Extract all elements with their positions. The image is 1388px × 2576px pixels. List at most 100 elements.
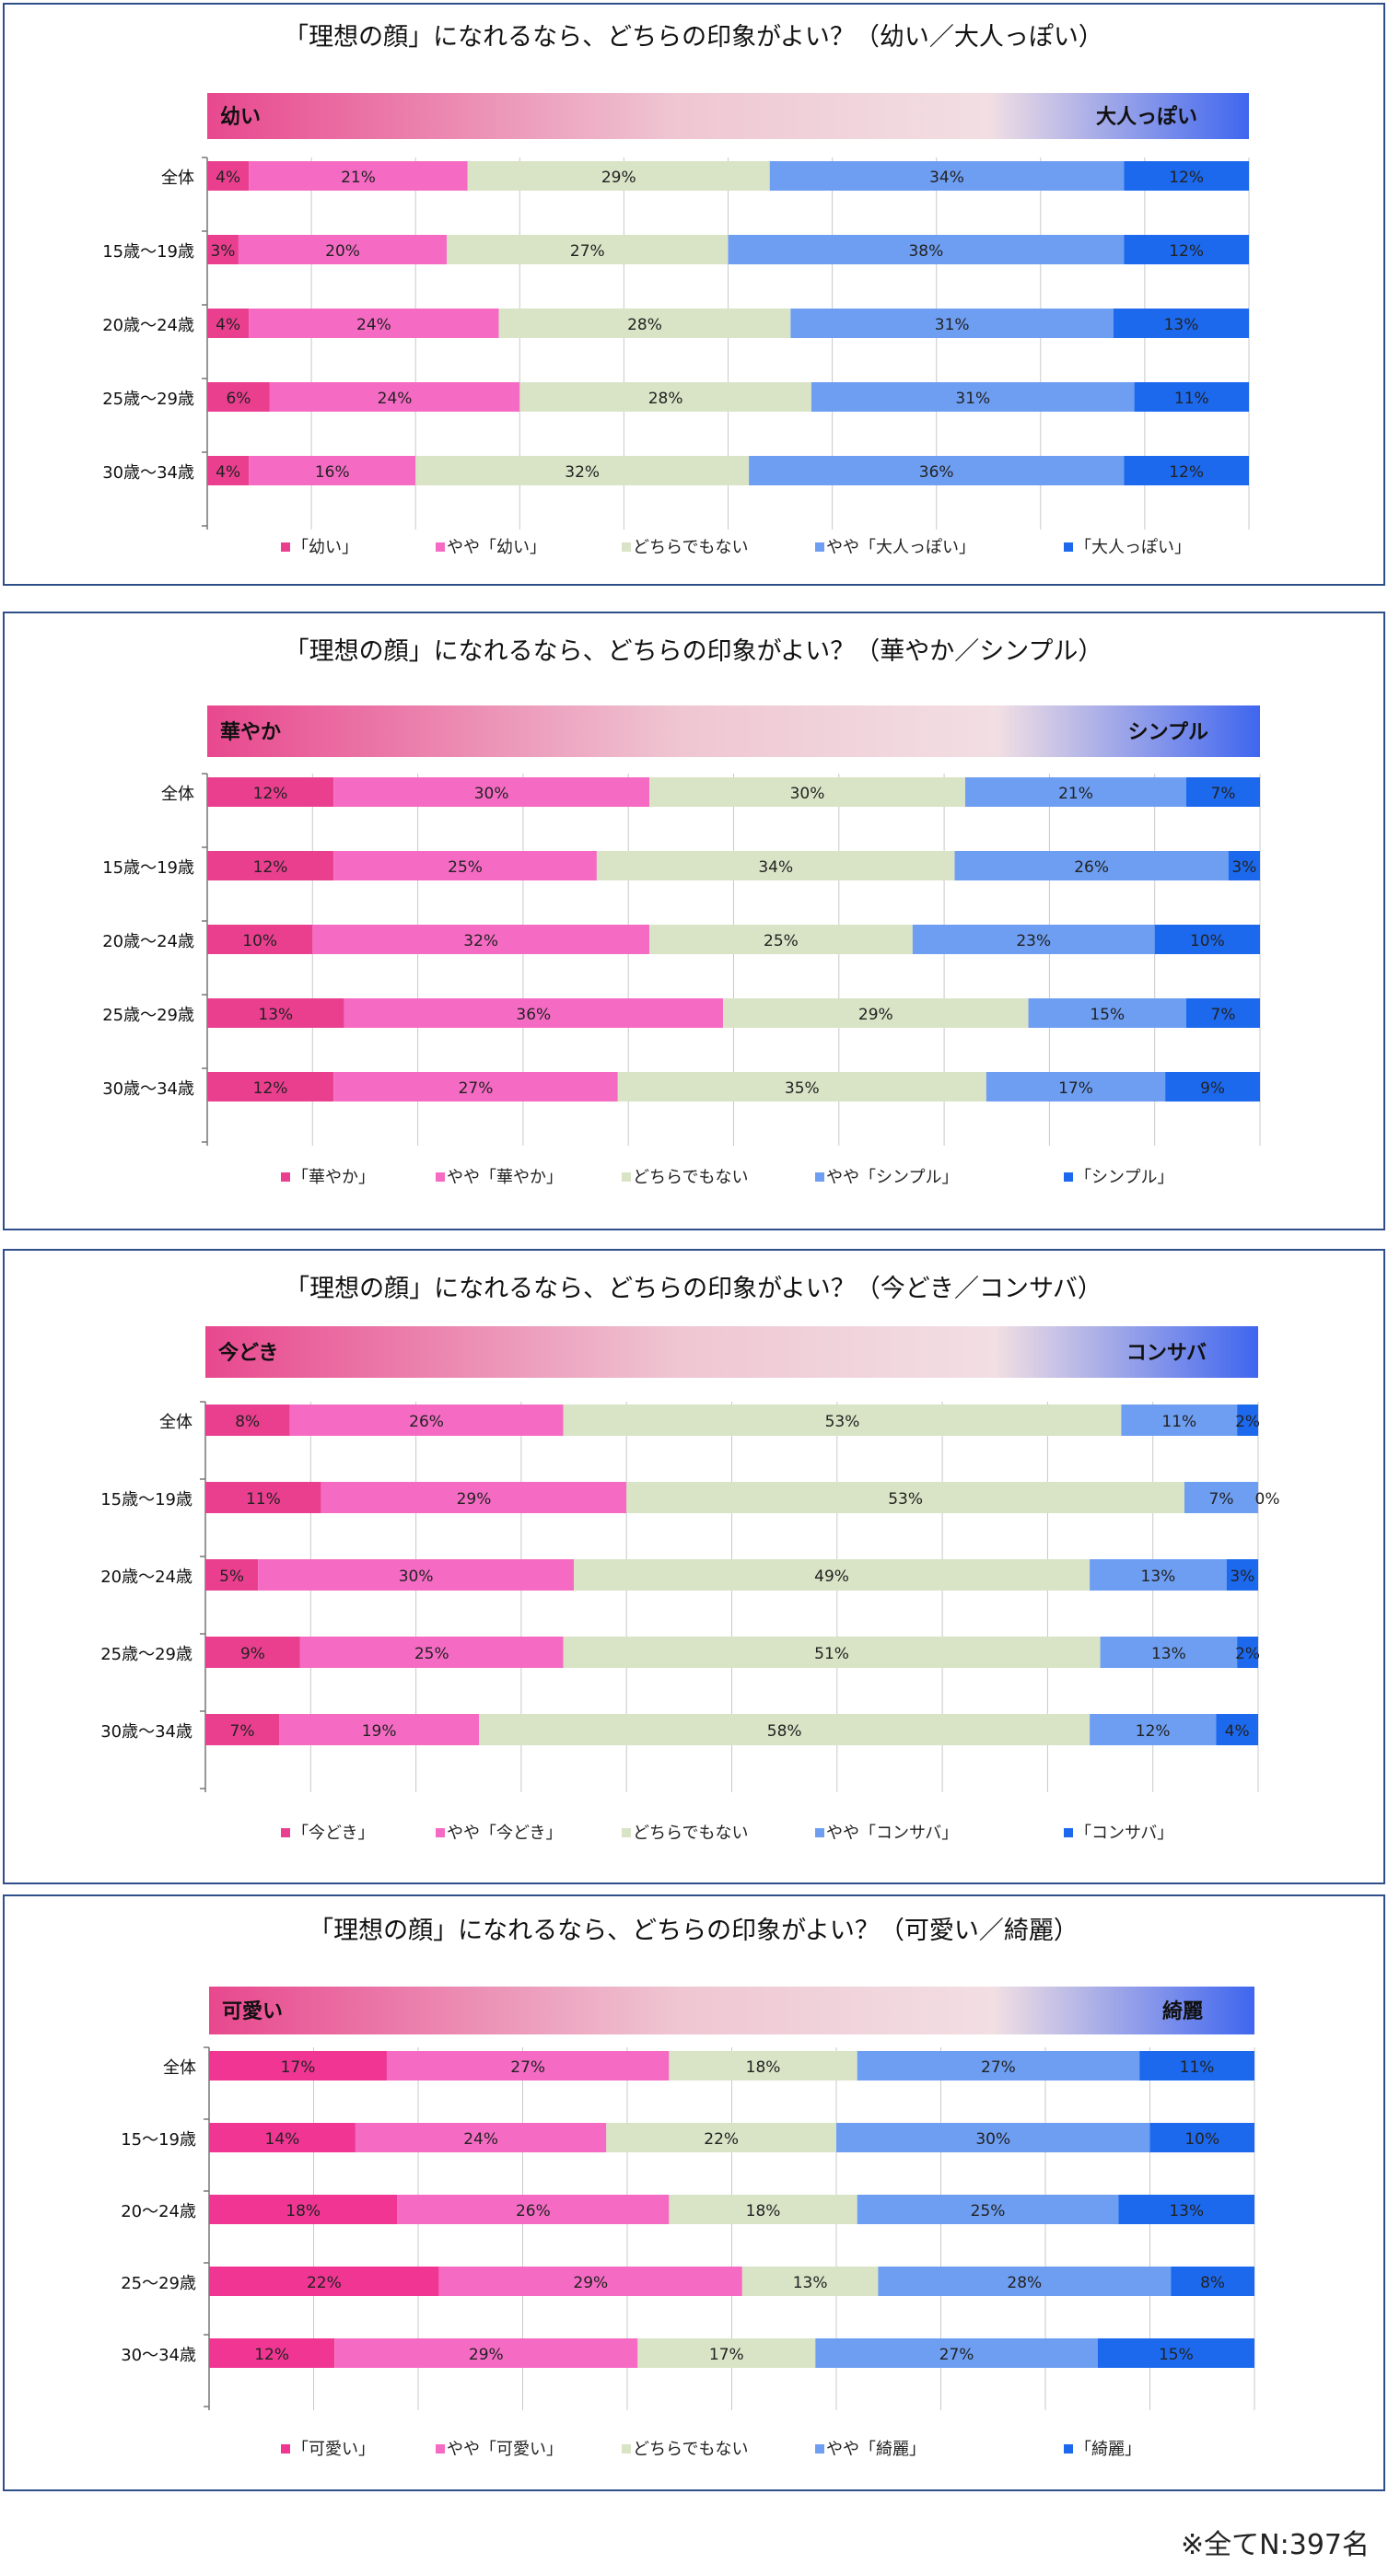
bar-segment bbox=[415, 456, 750, 485]
category-label: 20歳～24歳 bbox=[100, 1568, 192, 1587]
data-label: 12% bbox=[1169, 463, 1204, 482]
data-label: 34% bbox=[929, 169, 964, 187]
legend-label: 「幼い」 bbox=[292, 538, 358, 557]
bar-segment bbox=[964, 777, 1186, 807]
data-label: 25% bbox=[764, 932, 799, 950]
bar-segment bbox=[606, 2123, 836, 2152]
bar-segment bbox=[769, 161, 1125, 191]
data-label: 49% bbox=[814, 1568, 849, 1586]
data-label: 3% bbox=[210, 242, 235, 261]
category-label: 30歳～34歳 bbox=[102, 1079, 194, 1099]
data-label: 2% bbox=[1235, 1645, 1260, 1663]
data-label: 38% bbox=[908, 242, 943, 261]
legend-label: やや「大人っぽい」 bbox=[826, 538, 975, 557]
bar-segment bbox=[397, 2195, 670, 2224]
band-left-label: 可愛い bbox=[222, 1999, 283, 2023]
bar-segment bbox=[258, 1559, 575, 1591]
data-label: 7% bbox=[230, 1722, 255, 1741]
bar-segment bbox=[1100, 1637, 1238, 1668]
legend-label: やや「コンサバ」 bbox=[826, 1824, 958, 1843]
data-label: 10% bbox=[242, 932, 277, 950]
data-label: 14% bbox=[265, 2130, 300, 2149]
bar-segment bbox=[617, 1072, 986, 1102]
data-label: 15% bbox=[1159, 2346, 1194, 2364]
band-left-label: 幼い bbox=[220, 105, 261, 129]
data-label: 25% bbox=[448, 858, 483, 877]
bar-segment bbox=[1226, 1559, 1258, 1591]
data-label: 10% bbox=[1190, 932, 1225, 950]
chart-svg-gorgeous-simple: 「理想の顔」になれるなら、どちらの印象がよい？（華やか／シンプル） 華やか シンプル… bbox=[102, 637, 1261, 1187]
legend-swatch bbox=[281, 2444, 290, 2454]
chart-panel-trendy-conservative: 「理想の顔」になれるなら、どちらの印象がよい？（今どき／コンサバ） 今どき コンサバ… bbox=[3, 1249, 1385, 1884]
bar-segment bbox=[207, 851, 334, 880]
bar-segment bbox=[1113, 309, 1249, 338]
data-label: 29% bbox=[573, 2274, 608, 2292]
data-label: 3% bbox=[1231, 858, 1256, 877]
bar-segment bbox=[1237, 1637, 1258, 1668]
data-label: 27% bbox=[459, 1079, 494, 1098]
legend-swatch bbox=[622, 1172, 631, 1182]
bar-segment bbox=[596, 851, 955, 880]
legend-label: 「今どき」 bbox=[292, 1824, 374, 1843]
bar-segment bbox=[857, 2051, 1140, 2081]
category-label: 15歳～19歳 bbox=[102, 242, 194, 262]
legend-swatch bbox=[281, 1828, 290, 1837]
bar-segment bbox=[1124, 235, 1249, 264]
chart-panel-cute-beautiful: 「理想の顔」になれるなら、どちらの印象がよい？（可愛い／綺麗） 可愛い 綺麗 全体 17… bbox=[3, 1894, 1385, 2491]
bar-segment bbox=[1228, 851, 1260, 880]
data-label: 18% bbox=[746, 2058, 781, 2077]
data-label: 13% bbox=[793, 2274, 828, 2292]
data-label: 24% bbox=[378, 390, 413, 408]
legend-label: 「コンサバ」 bbox=[1075, 1824, 1173, 1843]
bar-segment bbox=[1185, 998, 1260, 1028]
data-label: 13% bbox=[1141, 1568, 1176, 1586]
chart-title: 「理想の顔」になれるなら、どちらの印象がよい？（可愛い／綺麗） bbox=[309, 1917, 1079, 1945]
data-label: 16% bbox=[315, 463, 350, 482]
bar-segment bbox=[1185, 777, 1260, 807]
bar-segment bbox=[637, 2338, 816, 2368]
bar-segment bbox=[1154, 925, 1260, 954]
data-label: 22% bbox=[704, 2130, 739, 2149]
bar-segment bbox=[207, 382, 270, 412]
bar-segment bbox=[1090, 1559, 1227, 1591]
band-left-label: 今どき bbox=[218, 1341, 278, 1365]
bar-segment bbox=[467, 161, 770, 191]
data-label: 13% bbox=[258, 1006, 293, 1024]
legend-swatch bbox=[281, 542, 290, 552]
data-label: 8% bbox=[1200, 2274, 1225, 2292]
band-right-label: 綺麗 bbox=[1162, 1999, 1203, 2023]
data-label: 7% bbox=[1209, 1490, 1234, 1509]
data-label: 11% bbox=[1161, 1413, 1196, 1431]
data-label: 2% bbox=[1235, 1413, 1260, 1431]
category-label: 15歳～19歳 bbox=[102, 858, 194, 878]
category-label: 15～19歳 bbox=[121, 2130, 196, 2150]
bar-segment bbox=[574, 1559, 1091, 1591]
data-label: 11% bbox=[1174, 390, 1209, 408]
bar-segment bbox=[312, 925, 650, 954]
data-label: 30% bbox=[474, 785, 509, 803]
data-label: 31% bbox=[935, 316, 970, 334]
bar-segment bbox=[207, 777, 334, 807]
data-label: 32% bbox=[463, 932, 498, 950]
legend-swatch bbox=[815, 2444, 824, 2454]
bar-segment bbox=[815, 2338, 1098, 2368]
data-label: 29% bbox=[457, 1490, 492, 1509]
chart-title: 「理想の顔」になれるなら、どちらの印象がよい？（今どき／コンサバ） bbox=[285, 1275, 1102, 1303]
legend-label: 「華やか」 bbox=[292, 1168, 375, 1187]
bar-segment bbox=[519, 382, 811, 412]
bar-segment bbox=[209, 2051, 387, 2081]
data-label: 58% bbox=[767, 1722, 802, 1741]
legend-label: やや「可愛い」 bbox=[447, 2440, 563, 2459]
bar-segment bbox=[1097, 2338, 1254, 2368]
legend-label: 「綺麗」 bbox=[1075, 2440, 1141, 2459]
bar-segment bbox=[1090, 1714, 1217, 1745]
data-label: 18% bbox=[746, 2202, 781, 2220]
category-label: 全体 bbox=[161, 169, 194, 188]
data-label: 51% bbox=[814, 1645, 849, 1663]
data-label: 17% bbox=[1058, 1079, 1093, 1098]
bar-segment bbox=[649, 925, 913, 954]
bar-segment bbox=[205, 1559, 259, 1591]
bar-segment bbox=[986, 1072, 1166, 1102]
category-label: 25歳～29歳 bbox=[102, 1006, 194, 1025]
